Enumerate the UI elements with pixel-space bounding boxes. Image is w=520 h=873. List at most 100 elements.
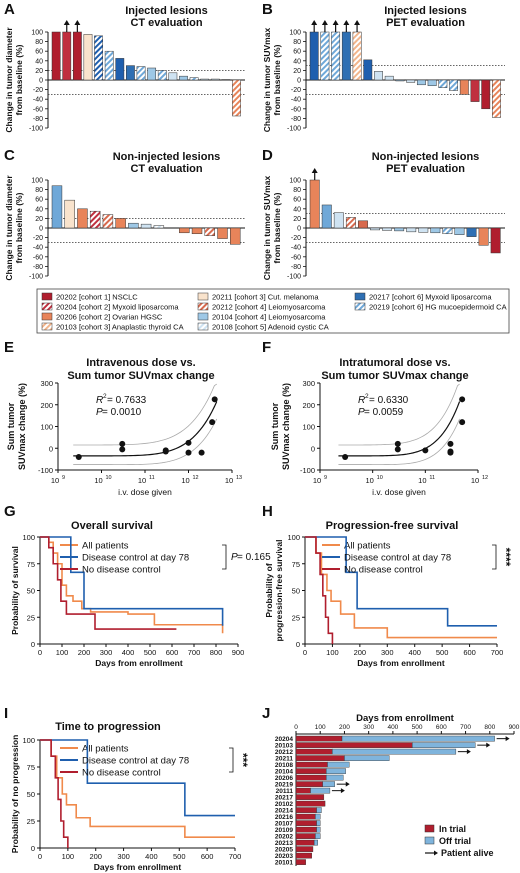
in-trial-bar (295, 826, 317, 833)
x-tick-label: 300 (381, 648, 394, 657)
x-tick-label: 10 (225, 476, 233, 485)
x-tick-label: 600 (436, 724, 447, 731)
chart-title: Injected lesions (125, 5, 208, 17)
data-point (119, 446, 126, 453)
y-axis-label: Probability of survival (10, 546, 20, 635)
bar (478, 227, 489, 246)
legend-label: Off trial (439, 836, 471, 846)
y-tick-label: 100 (289, 30, 301, 37)
y-tick-label: 20 (293, 68, 301, 75)
bar (128, 222, 139, 229)
data-point (211, 396, 218, 403)
in-trial-bar (295, 846, 314, 853)
alive-arrow-head (345, 781, 350, 787)
scatter-chart-F: Intratumoral dose vs.Sum tumor SUVmax ch… (270, 357, 488, 497)
confidence-band-lower (73, 418, 218, 465)
overflow-arrow-head (311, 168, 318, 173)
in-trial-bar (295, 833, 316, 840)
x-tick-exponent: 10 (377, 475, 383, 481)
off-trial-bar (316, 820, 321, 827)
y-tick-label: 60 (35, 49, 43, 56)
bar (492, 79, 501, 118)
swimmer-chart-J: Days from enrollment 0 100 200 300 400 500 600 7… (275, 713, 520, 867)
data-point (119, 440, 126, 447)
y-tick-label: -60 (33, 106, 43, 113)
panel-letter-B: B (262, 1, 273, 18)
x-tick-label: 10 (418, 476, 426, 485)
y-tick-label: 75 (292, 560, 300, 569)
x-axis-label: i.v. dose given (118, 487, 172, 497)
x-tick-label: 700 (491, 648, 504, 657)
stat-r2-value: = 0.6330 (369, 395, 409, 406)
y-tick-label: 40 (293, 206, 301, 213)
data-point (394, 440, 401, 447)
x-tick-label: 500 (412, 724, 423, 731)
legend-label: Disease control at day 78 (82, 553, 189, 564)
row-label: 20104 (275, 769, 293, 776)
legend-label: Patient alive (441, 848, 494, 858)
legend-arrow-head (434, 850, 438, 856)
legend-label: All patients (82, 541, 129, 552)
data-point (459, 419, 466, 426)
y-tick-label: -100 (287, 126, 301, 133)
off-trial-bar (332, 748, 457, 755)
y-axis-label: from baseline (%) (272, 192, 282, 263)
bar (309, 31, 319, 81)
bar (179, 227, 190, 234)
stat-r2-exponent: 2 (365, 393, 369, 400)
x-tick-label: 900 (509, 724, 520, 731)
in-trial-bar (295, 735, 343, 742)
chart-title: Non-injected lesions (372, 151, 480, 163)
overflow-arrow-head (354, 20, 361, 25)
bar (189, 77, 199, 81)
panel-letter-J: J (262, 705, 270, 722)
row-label: 20219 (275, 782, 293, 789)
row-label: 20202 (275, 834, 293, 841)
x-tick-label: 200 (339, 724, 350, 731)
legend-label: 20204 [cohort 2] Myxoid liposarcoma (56, 303, 179, 312)
off-trial-bar (310, 787, 331, 794)
x-tick-exponent: 11 (429, 475, 435, 481)
legend-swatch (41, 302, 53, 311)
x-tick-label: 400 (387, 724, 398, 731)
data-point (209, 419, 216, 426)
y-axis-label: SUVmax change (%) (17, 383, 27, 470)
y-axis-label: Probability of no progression (10, 735, 20, 854)
row-label: 20216 (275, 814, 293, 821)
bar (210, 78, 220, 81)
off-trial-bar (316, 807, 322, 814)
in-trial-bar (295, 820, 317, 827)
bar (466, 227, 477, 237)
x-tick-label: 0 (38, 648, 42, 657)
bar (374, 71, 383, 81)
x-tick-label: 200 (89, 852, 102, 861)
bar (72, 31, 82, 81)
legend-swatch (41, 322, 53, 331)
row-label: 20108 (275, 762, 293, 769)
x-tick-label: 500 (436, 648, 449, 657)
in-trial-bar (295, 781, 323, 788)
legend-box (36, 288, 510, 334)
data-point (75, 453, 82, 460)
series-line (305, 536, 497, 627)
bar (363, 59, 373, 81)
y-tick-label: 80 (293, 187, 301, 194)
confidence-band-lower (338, 418, 460, 465)
stat-r2-label: R (358, 395, 365, 406)
x-tick-label: 100 (56, 648, 69, 657)
x-tick-label: 500 (144, 648, 157, 657)
y-axis-label: Sum tumor (270, 402, 280, 450)
y-tick-label: 200 (302, 401, 315, 410)
y-tick-label: 0 (49, 444, 53, 453)
stat-p-value: = 0.0010 (102, 407, 142, 418)
bar (200, 78, 210, 81)
stat-p-value: = 0.0059 (364, 407, 404, 418)
y-tick-label: 40 (35, 206, 43, 213)
y-tick-label: 25 (27, 817, 35, 826)
bar (64, 199, 75, 229)
bar (442, 227, 453, 235)
bar (309, 179, 320, 229)
